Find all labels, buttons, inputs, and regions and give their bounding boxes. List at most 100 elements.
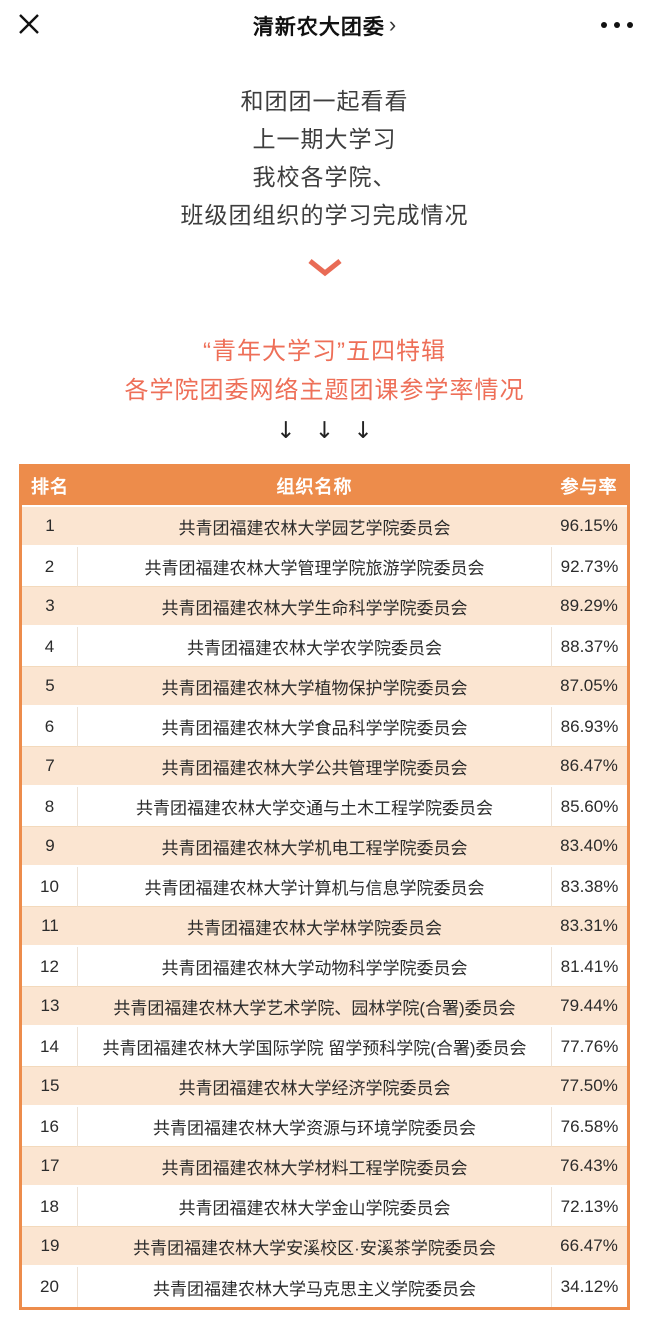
org-cell: 共青团福建农林大学交通与土木工程学院委员会 <box>78 787 551 827</box>
headline-line: “青年大学习”五四特辑 <box>203 338 446 365</box>
org-cell: 共青团福建农林大学公共管理学院委员会 <box>78 747 551 787</box>
org-cell: 共青团福建农林大学经济学院委员会 <box>78 1067 551 1107</box>
table-row: 9 共青团福建农林大学机电工程学院委员会 83.40% <box>22 827 627 867</box>
org-cell: 共青团福建农林大学动物科学学院委员会 <box>78 947 551 987</box>
rate-cell: 81.41% <box>551 947 627 987</box>
rank-cell: 1 <box>22 507 78 547</box>
rate-cell: 72.13% <box>551 1187 627 1227</box>
rank-cell: 3 <box>22 587 78 627</box>
intro-line: 班级团组织的学习完成情况 <box>180 202 469 228</box>
rank-cell: 14 <box>22 1027 78 1067</box>
participation-table: 排名 组织名称 参与率 1 共青团福建农林大学园艺学院委员会 96.15% 2 共青团福… <box>19 464 630 1310</box>
rank-cell: 8 <box>22 787 78 827</box>
rank-cell: 12 <box>22 947 78 987</box>
table-row: 5 共青团福建农林大学植物保护学院委员会 87.05% <box>22 667 627 707</box>
chevron-right-icon: › <box>388 12 397 37</box>
org-cell: 共青团福建农林大学马克思主义学院委员会 <box>78 1267 551 1307</box>
wechat-topbar: 清新农大团委 › <box>0 0 649 52</box>
org-cell: 共青团福建农林大学计算机与信息学院委员会 <box>78 867 551 907</box>
page-title: 清新农大团委 <box>252 16 385 39</box>
rank-cell: 16 <box>22 1107 78 1147</box>
org-cell: 共青团福建农林大学植物保护学院委员会 <box>78 667 551 707</box>
table-row: 4 共青团福建农林大学农学院委员会 88.37% <box>22 627 627 667</box>
table-row: 17 共青团福建农林大学材料工程学院委员会 76.43% <box>22 1147 627 1187</box>
table-row: 20 共青团福建农林大学马克思主义学院委员会 34.12% <box>22 1267 627 1307</box>
rate-cell: 66.47% <box>551 1227 627 1267</box>
table-body: 1 共青团福建农林大学园艺学院委员会 96.15% 2 共青团福建农林大学管理学院旅游学… <box>22 507 627 1307</box>
org-cell: 共青团福建农林大学材料工程学院委员会 <box>78 1147 551 1187</box>
close-icon <box>17 12 41 39</box>
rate-cell: 96.15% <box>551 507 627 547</box>
rank-cell: 7 <box>22 747 78 787</box>
rank-cell: 9 <box>22 827 78 867</box>
rank-cell: 18 <box>22 1187 78 1227</box>
ellipsis-icon <box>601 22 633 28</box>
rank-cell: 6 <box>22 707 78 747</box>
table-row: 14 共青团福建农林大学国际学院 留学预科学院(合署)委员会 77.76% <box>22 1027 627 1067</box>
intro-line: 和团团一起看看 <box>240 88 409 114</box>
rate-cell: 83.40% <box>551 827 627 867</box>
org-cell: 共青团福建农林大学生命科学学院委员会 <box>78 587 551 627</box>
table-row: 13 共青团福建农林大学艺术学院、园林学院(合署)委员会 79.44% <box>22 987 627 1027</box>
table-row: 2 共青团福建农林大学管理学院旅游学院委员会 92.73% <box>22 547 627 587</box>
header-rate: 参与率 <box>551 467 627 507</box>
header-rank: 排名 <box>22 467 78 507</box>
close-button[interactable] <box>14 10 44 40</box>
table-row: 1 共青团福建农林大学园艺学院委员会 96.15% <box>22 507 627 547</box>
headline-line: 各学院团委网络主题团课参学率情况 <box>124 377 525 404</box>
table-row: 11 共青团福建农林大学林学院委员会 83.31% <box>22 907 627 947</box>
section-divider <box>0 258 649 278</box>
rate-cell: 83.38% <box>551 867 627 907</box>
rank-cell: 4 <box>22 627 78 667</box>
rank-cell: 19 <box>22 1227 78 1267</box>
org-cell: 共青团福建农林大学农学院委员会 <box>78 627 551 667</box>
rank-cell: 5 <box>22 667 78 707</box>
rate-cell: 77.76% <box>551 1027 627 1067</box>
org-cell: 共青团福建农林大学资源与环境学院委员会 <box>78 1107 551 1147</box>
rate-cell: 87.05% <box>551 667 627 707</box>
org-cell: 共青团福建农林大学园艺学院委员会 <box>78 507 551 547</box>
rate-cell: 79.44% <box>551 987 627 1027</box>
table-row: 16 共青团福建农林大学资源与环境学院委员会 76.58% <box>22 1107 627 1147</box>
org-cell: 共青团福建农林大学管理学院旅游学院委员会 <box>78 547 551 587</box>
rate-cell: 92.73% <box>551 547 627 587</box>
org-cell: 共青团福建农林大学金山学院委员会 <box>78 1187 551 1227</box>
rank-cell: 2 <box>22 547 78 587</box>
org-cell: 共青团福建农林大学机电工程学院委员会 <box>78 827 551 867</box>
table-row: 10 共青团福建农林大学计算机与信息学院委员会 83.38% <box>22 867 627 907</box>
table-row: 18 共青团福建农林大学金山学院委员会 72.13% <box>22 1187 627 1227</box>
section-headline: “青年大学习”五四特辑 各学院团委网络主题团课参学率情况 <box>0 332 649 410</box>
rank-cell: 15 <box>22 1067 78 1107</box>
rate-cell: 76.43% <box>551 1147 627 1187</box>
rank-cell: 17 <box>22 1147 78 1187</box>
chevron-down-icon <box>307 259 343 282</box>
org-cell: 共青团福建农林大学艺术学院、园林学院(合署)委员会 <box>78 987 551 1027</box>
org-cell: 共青团福建农林大学食品科学学院委员会 <box>78 707 551 747</box>
header-organization: 组织名称 <box>78 467 551 507</box>
table-row: 6 共青团福建农林大学食品科学学院委员会 86.93% <box>22 707 627 747</box>
rate-cell: 86.47% <box>551 747 627 787</box>
org-cell: 共青团福建农林大学国际学院 留学预科学院(合署)委员会 <box>78 1027 551 1067</box>
table-row: 3 共青团福建农林大学生命科学学院委员会 89.29% <box>22 587 627 627</box>
rate-cell: 89.29% <box>551 587 627 627</box>
table-row: 8 共青团福建农林大学交通与土木工程学院委员会 85.60% <box>22 787 627 827</box>
rate-cell: 76.58% <box>551 1107 627 1147</box>
table-row: 12 共青团福建农林大学动物科学学院委员会 81.41% <box>22 947 627 987</box>
rank-cell: 13 <box>22 987 78 1027</box>
rate-cell: 86.93% <box>551 707 627 747</box>
rate-cell: 34.12% <box>551 1267 627 1307</box>
rate-cell: 88.37% <box>551 627 627 667</box>
official-account-link[interactable]: 清新农大团委 › <box>253 11 396 41</box>
rank-cell: 11 <box>22 907 78 947</box>
table-row: 19 共青团福建农林大学安溪校区·安溪茶学院委员会 66.47% <box>22 1227 627 1267</box>
more-menu-button[interactable] <box>601 12 633 38</box>
table-row: 15 共青团福建农林大学经济学院委员会 77.50% <box>22 1067 627 1107</box>
intro-line: 我校各学院、 <box>252 164 397 190</box>
intro-line: 上一期大学习 <box>252 126 397 152</box>
rate-cell: 83.31% <box>551 907 627 947</box>
rank-cell: 10 <box>22 867 78 907</box>
table-header-row: 排名 组织名称 参与率 <box>22 467 627 507</box>
table-row: 7 共青团福建农林大学公共管理学院委员会 86.47% <box>22 747 627 787</box>
org-cell: 共青团福建农林大学安溪校区·安溪茶学院委员会 <box>78 1227 551 1267</box>
rate-cell: 85.60% <box>551 787 627 827</box>
